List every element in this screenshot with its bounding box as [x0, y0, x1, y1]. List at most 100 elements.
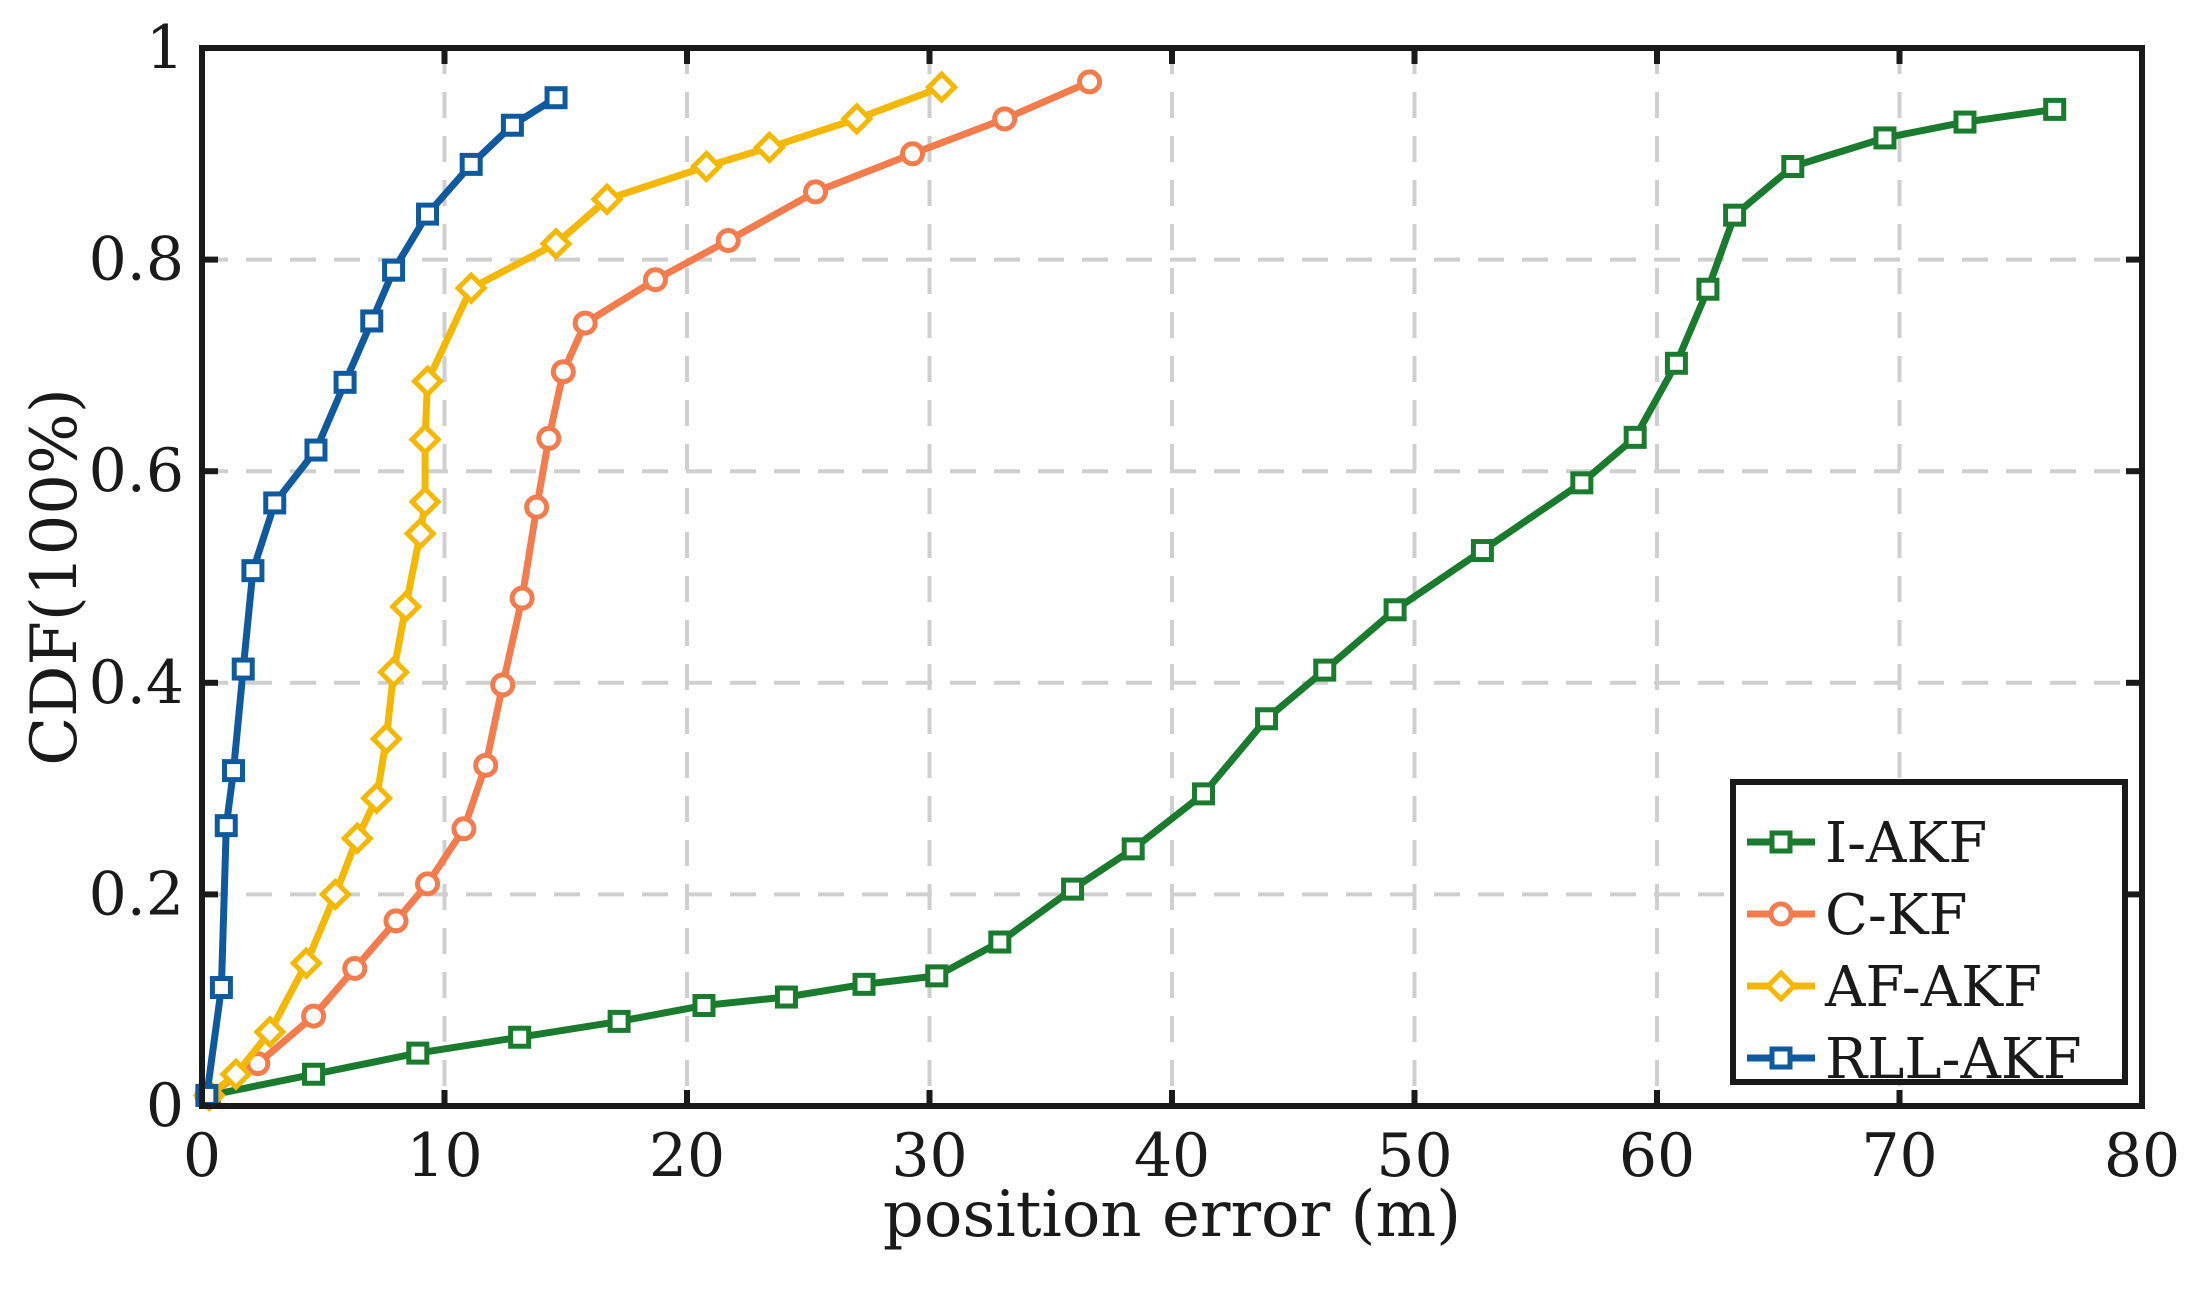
data-point-af-akf	[360, 781, 394, 815]
data-point-rll-akf	[214, 814, 238, 838]
data-point-i-akf	[1664, 351, 1688, 375]
data-point-c-kf	[383, 908, 409, 934]
data-point-af-akf	[340, 821, 374, 855]
y-tick-label: 0.8	[89, 225, 184, 295]
data-point-af-akf	[539, 227, 573, 261]
data-point-i-akf	[1696, 277, 1720, 301]
data-point-i-akf	[607, 1009, 631, 1033]
data-point-rll-akf	[304, 438, 328, 462]
data-point-af-akf	[454, 271, 488, 305]
x-tick-label: 50	[1376, 1121, 1452, 1191]
data-point-af-akf	[410, 364, 445, 398]
series-line-rll-akf	[203, 94, 560, 1099]
data-point-c-kf	[415, 871, 441, 897]
data-point-af-akf	[318, 877, 352, 911]
data-point-af-akf	[408, 485, 442, 519]
data-point-c-kf	[572, 310, 598, 336]
x-tick-label: 10	[406, 1121, 482, 1191]
legend-label-i-akf: I-AKF	[1825, 811, 1987, 876]
data-point-i-akf	[508, 1025, 532, 1049]
series-af-akf	[192, 70, 959, 1112]
data-point-i-akf	[1781, 154, 1805, 178]
data-point-af-akf	[840, 102, 874, 136]
legend-item-af-akf: AF-AKF	[1747, 955, 2042, 1020]
data-point-c-kf	[473, 752, 499, 778]
legend-item-c-kf: C-KF	[1747, 883, 1967, 948]
data-point-i-akf	[852, 972, 876, 996]
data-point-af-akf	[369, 722, 403, 756]
data-point-c-kf	[342, 955, 368, 981]
data-point-i-akf	[1313, 658, 1337, 682]
data-point-af-akf	[689, 149, 723, 184]
data-point-i-akf	[1723, 203, 1747, 227]
data-point-c-kf	[992, 106, 1018, 132]
y-tick-label: 0.2	[89, 859, 184, 929]
legend-label-c-kf: C-KF	[1825, 883, 1967, 948]
data-point-c-kf	[715, 228, 741, 254]
data-point-rll-akf	[360, 309, 384, 333]
data-point-i-akf	[2043, 97, 2067, 121]
data-point-i-akf	[1873, 126, 1897, 150]
data-point-c-kf	[550, 359, 576, 385]
x-axis-label: position error (m)	[883, 1178, 1461, 1252]
data-point-i-akf	[1623, 425, 1647, 449]
data-point-c-kf	[900, 141, 926, 167]
series-line-c-kf	[203, 78, 1094, 1099]
data-point-af-akf	[408, 422, 442, 456]
data-point-af-akf	[403, 517, 437, 551]
series-layer	[192, 69, 2067, 1112]
data-point-i-akf	[925, 964, 949, 988]
data-point-af-akf	[289, 946, 323, 980]
x-tick-label: 20	[649, 1121, 725, 1191]
data-point-i-akf	[1061, 877, 1085, 901]
data-point-c-kf	[490, 672, 516, 698]
data-point-i-akf	[1383, 598, 1407, 622]
legend-marker-af-akf	[1764, 969, 1798, 1003]
data-point-af-akf	[377, 655, 411, 689]
data-point-i-akf	[1570, 471, 1594, 495]
series-c-kf	[194, 69, 1103, 1108]
data-point-af-akf	[925, 70, 959, 104]
data-point-c-kf	[536, 425, 562, 451]
legend-label-af-akf: AF-AKF	[1824, 955, 2042, 1020]
legend-box	[1730, 779, 2128, 1085]
data-point-i-akf	[302, 1062, 326, 1086]
x-tick-label: 80	[2104, 1121, 2180, 1191]
data-point-i-akf	[1953, 110, 1977, 134]
data-point-af-akf	[752, 130, 786, 164]
data-point-c-kf	[1077, 69, 1103, 95]
legend-marker-i-akf	[1769, 830, 1793, 854]
data-point-af-akf	[219, 1057, 253, 1091]
data-point-rll-akf	[333, 370, 357, 394]
data-point-rll-akf	[241, 559, 265, 583]
data-point-af-akf	[590, 182, 624, 216]
y-tick-label: 0.6	[89, 436, 184, 506]
legend-item-rll-akf: RLL-AKF	[1747, 1027, 2082, 1092]
data-point-i-akf	[1470, 539, 1494, 563]
data-point-c-kf	[451, 816, 477, 842]
data-point-c-kf	[509, 585, 535, 611]
legend-marker-c-kf	[1768, 901, 1794, 927]
data-point-af-akf	[389, 590, 423, 624]
data-point-rll-akf	[263, 491, 287, 515]
data-point-rll-akf	[500, 113, 524, 137]
x-tick-label: 70	[1861, 1121, 1937, 1191]
data-point-i-akf	[406, 1041, 430, 1065]
series-line-i-akf	[205, 105, 2059, 1099]
y-tick-label: 0.4	[89, 648, 184, 718]
data-point-rll-akf	[382, 258, 406, 282]
data-point-c-kf	[642, 267, 668, 293]
x-tick-label: 40	[1134, 1121, 1210, 1191]
series-rll-akf	[195, 86, 568, 1107]
data-point-rll-akf	[459, 152, 483, 176]
x-tick-label: 0	[183, 1121, 221, 1191]
data-point-i-akf	[692, 993, 716, 1017]
legend: I-AKF C-KF AF-AKF RLL-AKF	[1730, 779, 2128, 1092]
data-point-i-akf	[1121, 837, 1145, 861]
series-line-af-akf	[205, 83, 946, 1099]
data-point-i-akf	[1192, 782, 1216, 806]
y-axis-label: CDF(100%)	[18, 388, 92, 766]
data-point-c-kf	[524, 494, 550, 520]
